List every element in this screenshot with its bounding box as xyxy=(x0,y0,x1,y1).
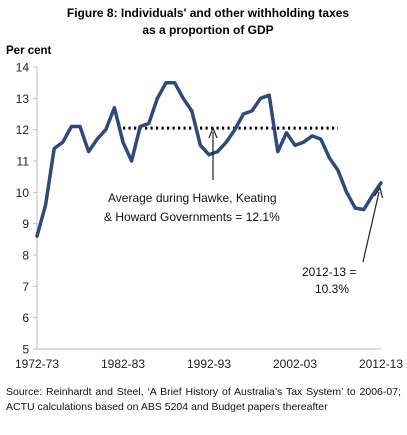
average-annotation-line1: Average during Hawke, Keating xyxy=(108,191,277,205)
x-tick-label: 1972-73 xyxy=(15,357,59,371)
end-annotation-line2: 10.3% xyxy=(315,282,349,296)
series-line xyxy=(35,80,383,238)
chart-title-line1: Figure 8: Individuals' and other withhol… xyxy=(67,6,350,20)
y-tick-label: 12 xyxy=(16,123,30,137)
y-tick-label: 14 xyxy=(16,61,30,75)
y-tick-label: 10 xyxy=(16,186,30,200)
chart: Figure 8: Individuals' and other withhol… xyxy=(6,6,403,371)
x-tick-label: 2002-03 xyxy=(273,357,317,371)
end-annotation-line1: 2012-13 = xyxy=(302,265,356,279)
source-note: Source: Reinhardt and Steel, ‘A Brief Hi… xyxy=(6,386,401,413)
y-tick-label: 13 xyxy=(16,92,30,106)
y-tick-labels: 5 6 7 8 9 10 11 12 13 14 xyxy=(16,61,37,357)
y-axis-label: Per cent xyxy=(6,45,52,57)
y-tick-label: 5 xyxy=(22,343,29,357)
x-tick-label: 2012-13 xyxy=(359,357,403,371)
y-tick-label: 11 xyxy=(17,155,30,169)
average-arrowhead xyxy=(208,126,218,139)
y-tick-label: 7 xyxy=(22,280,29,294)
average-annotation-line2: & Howard Governments = 12.1% xyxy=(104,210,280,224)
chart-title-line2: as a proportion of GDP xyxy=(142,23,273,37)
y-tick-label: 6 xyxy=(22,311,29,325)
x-tick-label: 1982-83 xyxy=(101,357,145,371)
y-tick-label: 9 xyxy=(22,217,29,231)
x-tick-labels: 1972-73 1982-83 1992-93 2002-03 2012-13 xyxy=(15,357,403,371)
end-arrow xyxy=(362,191,380,263)
y-tick-label: 8 xyxy=(22,249,29,263)
x-tick-label: 1992-93 xyxy=(187,357,231,371)
end-arrowhead xyxy=(374,186,384,199)
